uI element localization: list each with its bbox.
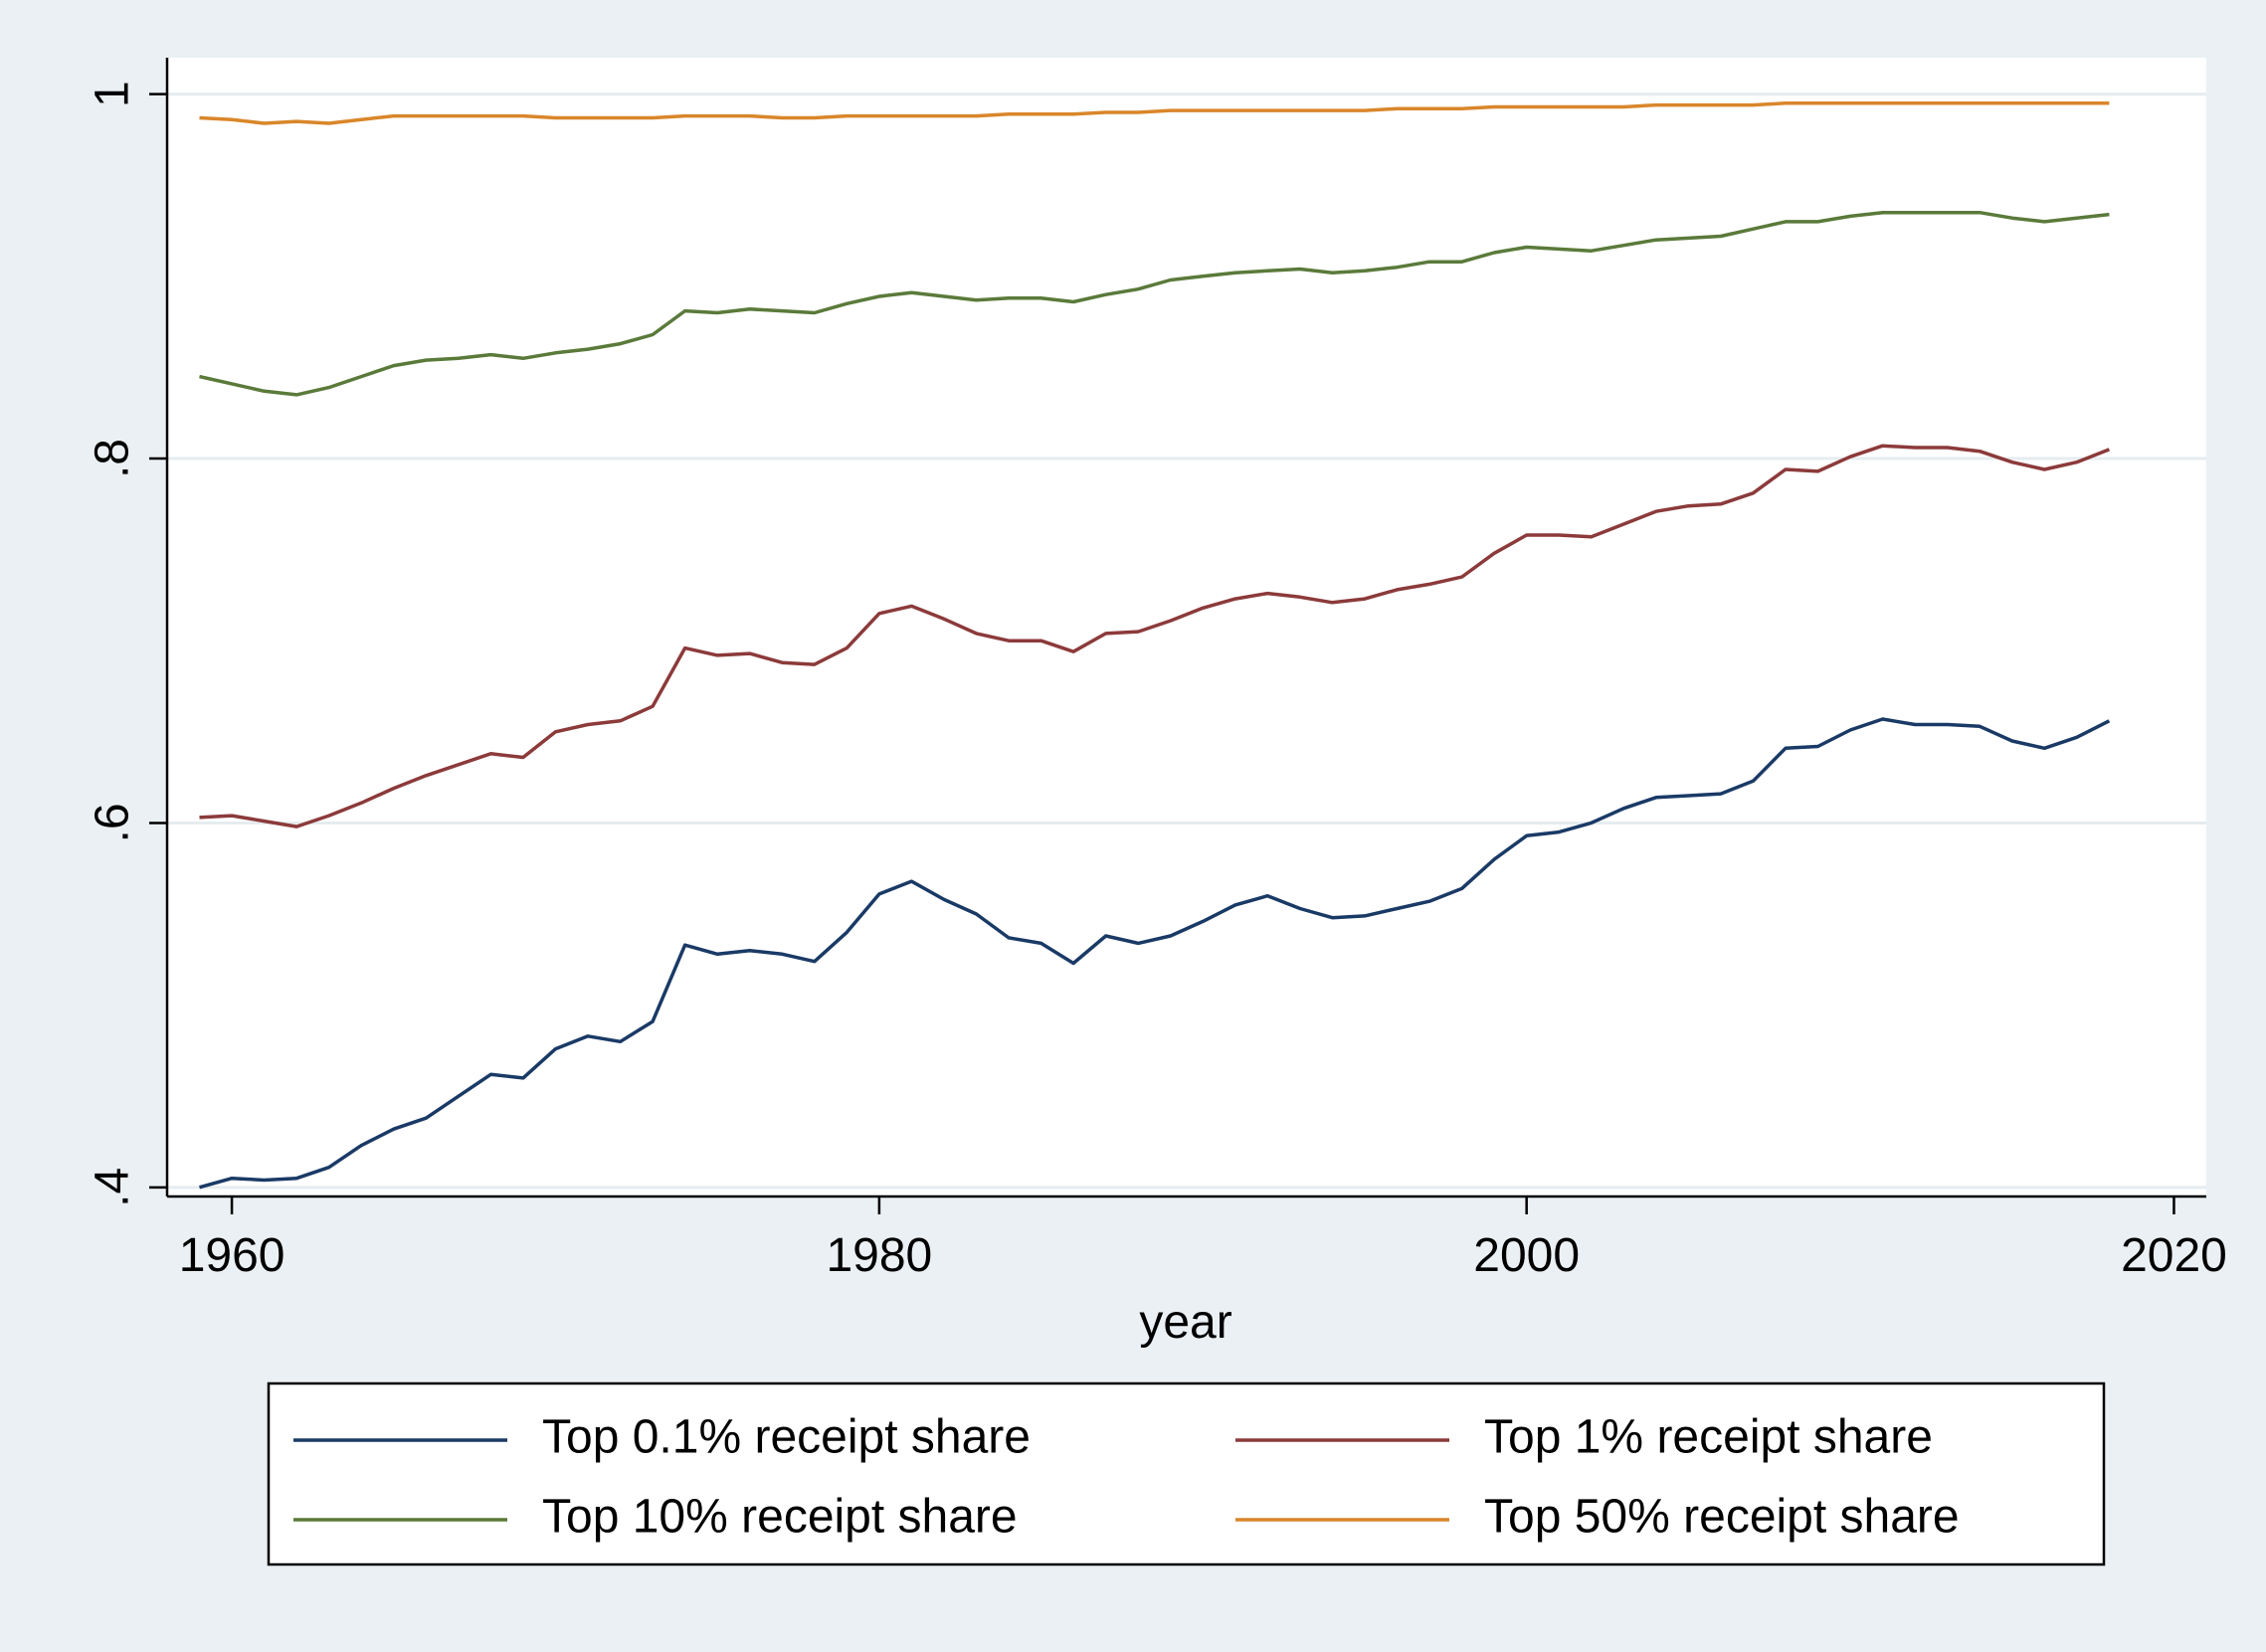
y-tick-label: .4 (87, 1168, 139, 1207)
x-axis-title: year (1139, 1296, 1231, 1349)
axes (165, 58, 2206, 1198)
series-line-1 (199, 717, 2111, 1190)
x-tick-label: 2020 (2121, 1229, 2227, 1282)
x-tick-labels: 1960 1980 2000 2020 (179, 1229, 2227, 1282)
x-tick-label: 1960 (179, 1229, 285, 1282)
legend-label-3: Top 10% receipt share (542, 1491, 1018, 1544)
legend-label-2: Top 1% receipt share (1484, 1411, 1933, 1464)
tick-marks (149, 92, 2175, 1214)
y-tick-label: .8 (87, 439, 139, 478)
x-tick-label: 2000 (1473, 1229, 1580, 1282)
x-tick-label: 1980 (826, 1229, 932, 1282)
series-line-3 (199, 210, 2110, 397)
series-lines (199, 101, 2111, 1190)
y-gridlines (167, 92, 2206, 1190)
series-line-2 (199, 444, 2111, 828)
plot-area (167, 58, 2206, 1196)
y-tick-label: 1 (87, 81, 139, 107)
legend-label-1: Top 0.1% receipt share (542, 1411, 1031, 1464)
y-tick-labels: .4 .6 .8 1 (87, 81, 139, 1207)
legend-label-4: Top 50% receipt share (1484, 1491, 1960, 1544)
y-tick-label: .6 (87, 803, 139, 842)
legend-box (267, 1381, 2106, 1566)
series-line-4 (199, 101, 2110, 125)
legend: Top 0.1% receipt share Top 1% receipt sha… (267, 1381, 2106, 1566)
